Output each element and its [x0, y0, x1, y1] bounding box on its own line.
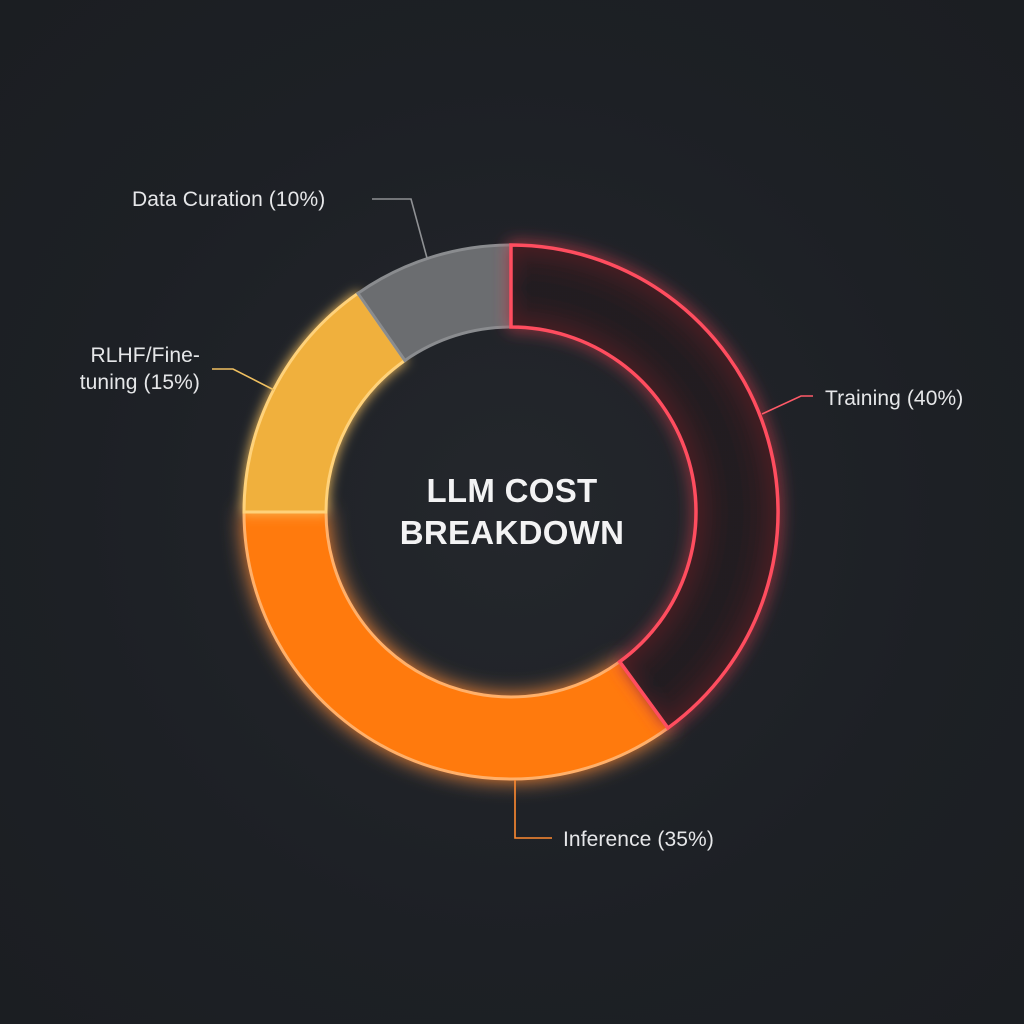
chart-title: LLM COST BREAKDOWN — [312, 470, 712, 554]
label-data-curation: Data Curation (10%) — [132, 188, 326, 211]
segment-training[interactable] — [509, 243, 780, 731]
leader-line-training — [761, 395, 813, 415]
chart-title-line2: BREAKDOWN — [399, 514, 625, 551]
leader-line-inference — [514, 780, 552, 839]
label-rlhf-line1: RLHF/Fine- — [90, 344, 200, 367]
label-training: Training (40%) — [825, 387, 964, 410]
segment-inference[interactable] — [242, 510, 671, 781]
chart-title-line1: LLM COST — [426, 472, 598, 509]
label-rlhf: RLHF/Fine- tuning (15%) — [30, 342, 200, 396]
leader-line-rlhf — [212, 368, 275, 391]
label-rlhf-line2: tuning (15%) — [79, 371, 200, 394]
leader-line-data-curation — [372, 198, 428, 259]
label-inference: Inference (35%) — [563, 828, 714, 851]
